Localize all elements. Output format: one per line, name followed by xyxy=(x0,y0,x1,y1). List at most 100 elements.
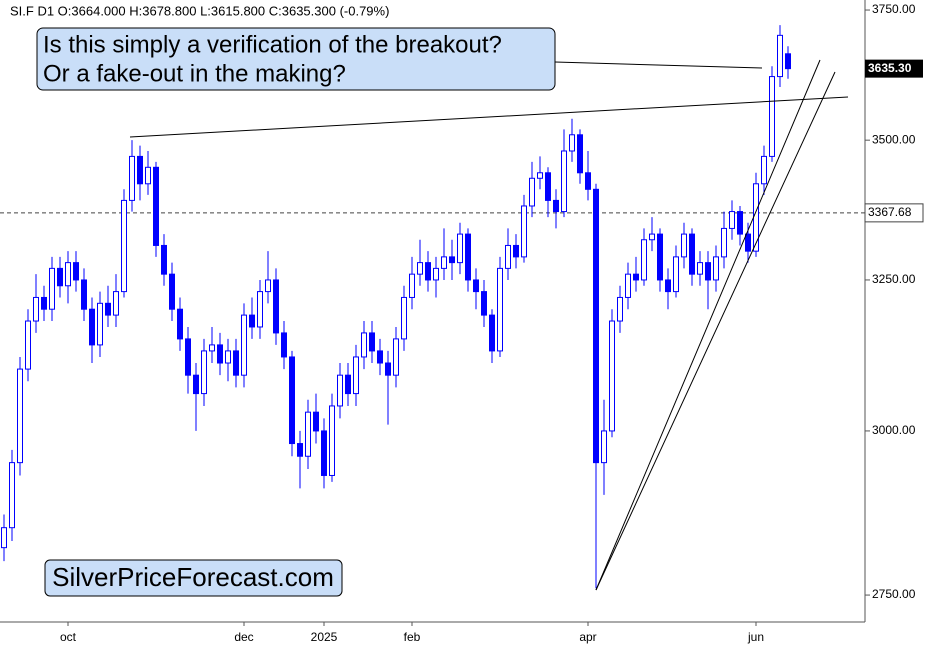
support-line xyxy=(595,59,821,591)
candle-body xyxy=(81,279,87,310)
candle-body xyxy=(105,302,111,316)
candle-body xyxy=(441,256,447,269)
callout-text: Or a fake-out in the making? xyxy=(43,60,346,87)
candle-body xyxy=(145,166,151,185)
candle-body xyxy=(225,350,231,364)
candle-body xyxy=(705,262,711,281)
candle-body xyxy=(113,291,119,316)
candle-body xyxy=(201,350,207,395)
candle-body xyxy=(729,211,735,229)
candle-body xyxy=(785,53,791,70)
candle-body xyxy=(737,211,743,235)
candle-body xyxy=(17,368,23,464)
candle-body xyxy=(465,233,471,281)
candle-body xyxy=(73,262,79,281)
candle-body xyxy=(569,134,575,152)
candle-body xyxy=(625,273,631,298)
x-tick-label: 2025 xyxy=(311,630,338,644)
candle-body xyxy=(497,267,503,352)
candle-body xyxy=(249,314,255,328)
candle-body xyxy=(505,244,511,269)
resistance-line xyxy=(129,96,849,138)
candle-body xyxy=(489,314,495,352)
candle-body xyxy=(553,199,559,213)
candle-body xyxy=(289,356,295,445)
candle-body xyxy=(649,233,655,241)
candle-body xyxy=(33,296,39,322)
y-tick-label: 3000.00 xyxy=(872,423,916,437)
candle-body xyxy=(409,273,415,298)
x-tick-label: apr xyxy=(579,630,596,644)
level-label: 3367.68 xyxy=(868,205,912,219)
watermark-box xyxy=(44,559,343,597)
candle-body xyxy=(561,150,567,213)
candle-body xyxy=(673,256,679,293)
candle-body xyxy=(169,273,175,310)
candle-body xyxy=(337,374,343,407)
price-label-box xyxy=(865,59,923,78)
chart-title: SI.F D1 O:3664.000 H:3678.800 L:3615.800… xyxy=(10,3,389,18)
candle-body xyxy=(97,302,103,346)
candle-body xyxy=(609,320,615,432)
candle-body xyxy=(49,267,55,310)
candle-body xyxy=(657,233,663,281)
candle-body xyxy=(457,233,463,264)
candle-body xyxy=(529,177,535,207)
candle-body xyxy=(473,279,479,293)
y-tick-label: 3500.00 xyxy=(872,132,916,146)
candle-body xyxy=(185,338,191,376)
support-line xyxy=(595,71,836,591)
candle-body xyxy=(641,239,647,281)
candle-body xyxy=(153,166,159,246)
candle-body xyxy=(369,332,375,352)
candle-body xyxy=(745,233,751,252)
callout-pointer xyxy=(554,61,763,69)
candle-body xyxy=(1,527,7,549)
candle-body xyxy=(57,267,63,287)
candle-body xyxy=(593,188,599,464)
candle-body xyxy=(361,332,367,358)
candle-body xyxy=(393,338,399,376)
candle-body xyxy=(241,314,247,376)
candle-body xyxy=(161,244,167,275)
candle-body xyxy=(321,430,327,476)
candle-body xyxy=(281,332,287,358)
candle-body xyxy=(537,172,543,179)
candle-body xyxy=(217,344,223,364)
candle-body xyxy=(417,262,423,275)
x-tick-label: jun xyxy=(747,630,764,644)
candle-body xyxy=(353,356,359,395)
x-tick-label: feb xyxy=(404,630,421,644)
candle-body xyxy=(697,262,703,275)
candle-body xyxy=(545,172,551,201)
candle-body xyxy=(9,462,15,529)
candle-body xyxy=(761,155,767,185)
candle-body xyxy=(233,350,239,376)
candle-body xyxy=(425,262,431,281)
level-label-box xyxy=(864,203,924,223)
candle-body xyxy=(449,256,455,264)
candle-body xyxy=(617,296,623,322)
candle-body xyxy=(681,233,687,258)
candle-body xyxy=(721,227,727,258)
candle-body xyxy=(577,134,583,174)
candle-body xyxy=(89,308,95,346)
candle-body xyxy=(193,374,199,395)
y-tick-label: 3750.00 xyxy=(872,2,916,16)
candle-body xyxy=(305,411,311,457)
x-tick-label: dec xyxy=(234,630,253,644)
x-tick-label: oct xyxy=(60,630,77,644)
candle-body xyxy=(713,256,719,281)
candle-body xyxy=(377,350,383,364)
candle-body xyxy=(137,155,143,185)
watermark: SilverPriceForecast.com xyxy=(52,562,334,592)
callout-box xyxy=(36,27,556,91)
candle-body xyxy=(521,205,527,258)
candle-body xyxy=(273,279,279,334)
candle-body xyxy=(777,34,783,78)
y-tick-label: 3250.00 xyxy=(872,272,916,286)
candle-body xyxy=(633,273,639,281)
candle-body xyxy=(513,244,519,258)
candle-body xyxy=(25,320,31,370)
